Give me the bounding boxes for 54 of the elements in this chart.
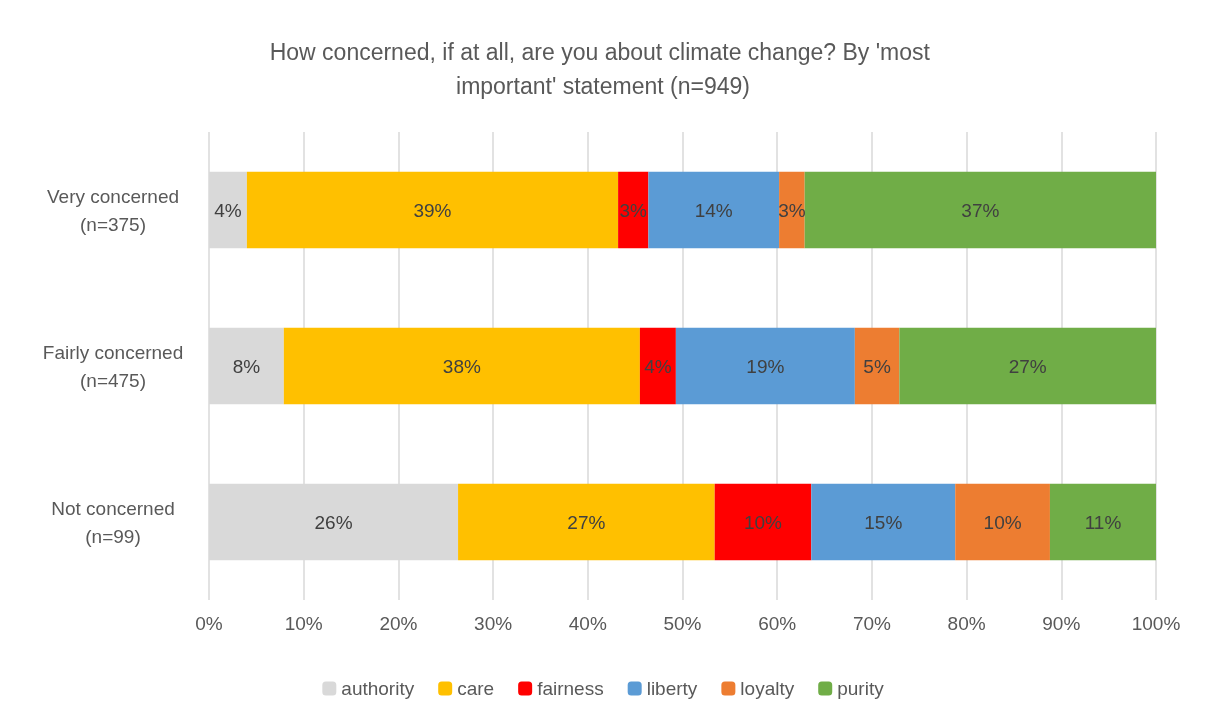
legend-label: fairness: [537, 678, 604, 699]
x-tick-label: 80%: [947, 613, 986, 634]
y-tick-label: Not concerned (n=99): [51, 497, 175, 547]
x-tick-label: 70%: [852, 613, 892, 634]
x-tick-label: 40%: [568, 613, 607, 634]
data-label: 4%: [644, 355, 672, 377]
bar: [714, 483, 812, 561]
bar: [854, 327, 900, 405]
bar: [675, 327, 855, 405]
bar: [246, 171, 619, 249]
data-label: 26%: [314, 511, 353, 533]
legend-label: liberty: [646, 678, 698, 699]
data-label: 19%: [746, 355, 785, 377]
x-tick-label: 60%: [758, 613, 797, 634]
bar: [618, 171, 649, 249]
bar: [811, 483, 956, 561]
x-tick-label: 10%: [284, 613, 323, 634]
bar: [283, 327, 640, 405]
x-tick-label: 30%: [474, 613, 513, 634]
data-label: 15%: [864, 511, 903, 533]
data-label: 5%: [863, 355, 891, 377]
bar: [804, 171, 1156, 249]
x-tick-label: 0%: [195, 613, 223, 634]
data-label: 11%: [1084, 511, 1122, 533]
x-tick-label: 90%: [1042, 613, 1081, 634]
data-label: 14%: [694, 199, 733, 221]
data-label: 37%: [961, 199, 1000, 221]
bar: [458, 483, 715, 561]
data-label: 10%: [743, 511, 783, 533]
bar: [1049, 483, 1156, 561]
data-label: 3%: [778, 199, 806, 221]
legend-label: authority: [341, 678, 415, 699]
data-label: 10%: [983, 511, 1022, 533]
legend-label: care: [457, 678, 495, 699]
x-tick-label: 20%: [379, 613, 418, 634]
bar: [899, 327, 1156, 405]
data-label: 27%: [1008, 355, 1047, 377]
legend-label: loyalty: [740, 678, 795, 699]
bar: [639, 327, 676, 405]
data-label: 38%: [442, 355, 481, 377]
x-tick-label: 100%: [1131, 613, 1181, 634]
data-label: 4%: [214, 199, 242, 221]
bar: [779, 171, 805, 249]
legend-label: purity: [837, 678, 885, 699]
data-label: 3%: [619, 199, 648, 221]
chart-title: How concerned, if at all, are you about climate change? By 'most important' statement (n=949): [269, 39, 937, 99]
bar: [648, 171, 780, 249]
y-tick-label: Very concerned (n=375): [46, 185, 180, 235]
bar: [955, 483, 1050, 561]
y-tick-label: Fairly concerned (n=475): [42, 341, 184, 391]
data-label: 27%: [567, 511, 606, 533]
data-label: 8%: [232, 355, 261, 377]
x-tick-label: 50%: [663, 613, 702, 634]
data-label: 39%: [413, 199, 452, 221]
